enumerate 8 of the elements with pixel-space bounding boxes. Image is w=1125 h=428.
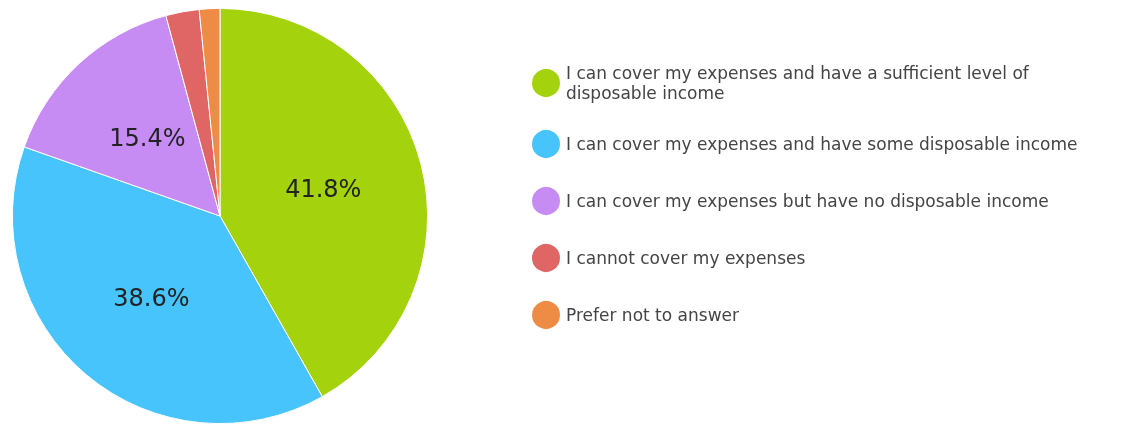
legend-label: I can cover my expenses and have a sufficient level of disposable income	[566, 63, 1035, 103]
legend-label: I can cover my expenses but have no disposable income	[566, 191, 1049, 211]
legend-label: I can cover my expenses and have some disposable income	[566, 134, 1078, 154]
data-label: 15.4%	[109, 123, 186, 152]
data-label: 41.8%	[285, 174, 362, 203]
data-label: 38.6%	[113, 283, 190, 312]
legend-label: I cannot cover my expenses	[566, 248, 806, 268]
legend-label: Prefer not to answer	[566, 305, 739, 325]
